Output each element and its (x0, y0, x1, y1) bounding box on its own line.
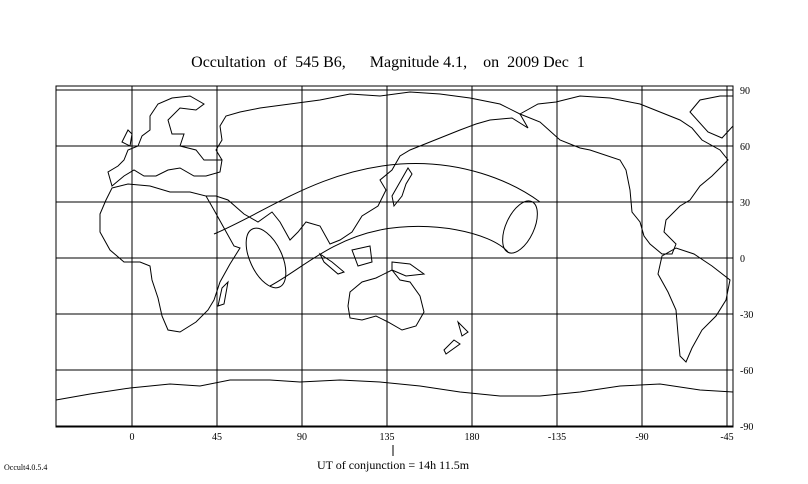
new-guinea (391, 261, 426, 277)
britain (121, 129, 133, 147)
africa (99, 183, 241, 333)
lon-label: -135 (548, 432, 566, 443)
lat-label: -30 (740, 310, 753, 321)
occultation-path (213, 162, 541, 287)
madagascar (217, 280, 229, 307)
australia (347, 269, 425, 331)
lon-label: 180 (465, 432, 480, 443)
shadow-start (245, 227, 287, 289)
greenland (689, 95, 734, 139)
map-title: Occultation of 545 B6, Magnitude 4.1, on… (191, 54, 585, 71)
lat-label: 90 (740, 86, 750, 97)
europe (107, 95, 223, 187)
north-america (518, 95, 729, 255)
map-frame (55, 85, 734, 428)
lat-label: -60 (740, 366, 753, 377)
version: Occult4.0.5.4 (4, 463, 47, 472)
conjunction-note: UT of conjunction = 14h 11.5m (317, 458, 470, 472)
antarctica (55, 379, 734, 401)
shadow-end (502, 200, 538, 254)
arabia-asia (206, 91, 529, 245)
lat-label: -90 (740, 422, 753, 433)
axis-labels: 0 45 90 135 180 -135 -90 -45 90 60 30 0 -30 -60 -90 (130, 86, 754, 443)
lon-label: 90 (297, 432, 307, 443)
lon-label: -45 (720, 432, 733, 443)
lon-label: 45 (212, 432, 222, 443)
graticule (56, 86, 733, 427)
lon-label: 135 (380, 432, 395, 443)
south-america (657, 247, 731, 363)
lat-label: 30 (740, 198, 750, 209)
new-zealand (443, 320, 469, 355)
lon-label: -90 (635, 432, 648, 443)
sumatra-borneo (318, 245, 373, 275)
lon-label: 0 (130, 432, 135, 443)
coastlines (55, 91, 734, 401)
lat-label: 60 (740, 142, 750, 153)
lat-label: 0 (740, 254, 745, 265)
japan (391, 167, 413, 208)
